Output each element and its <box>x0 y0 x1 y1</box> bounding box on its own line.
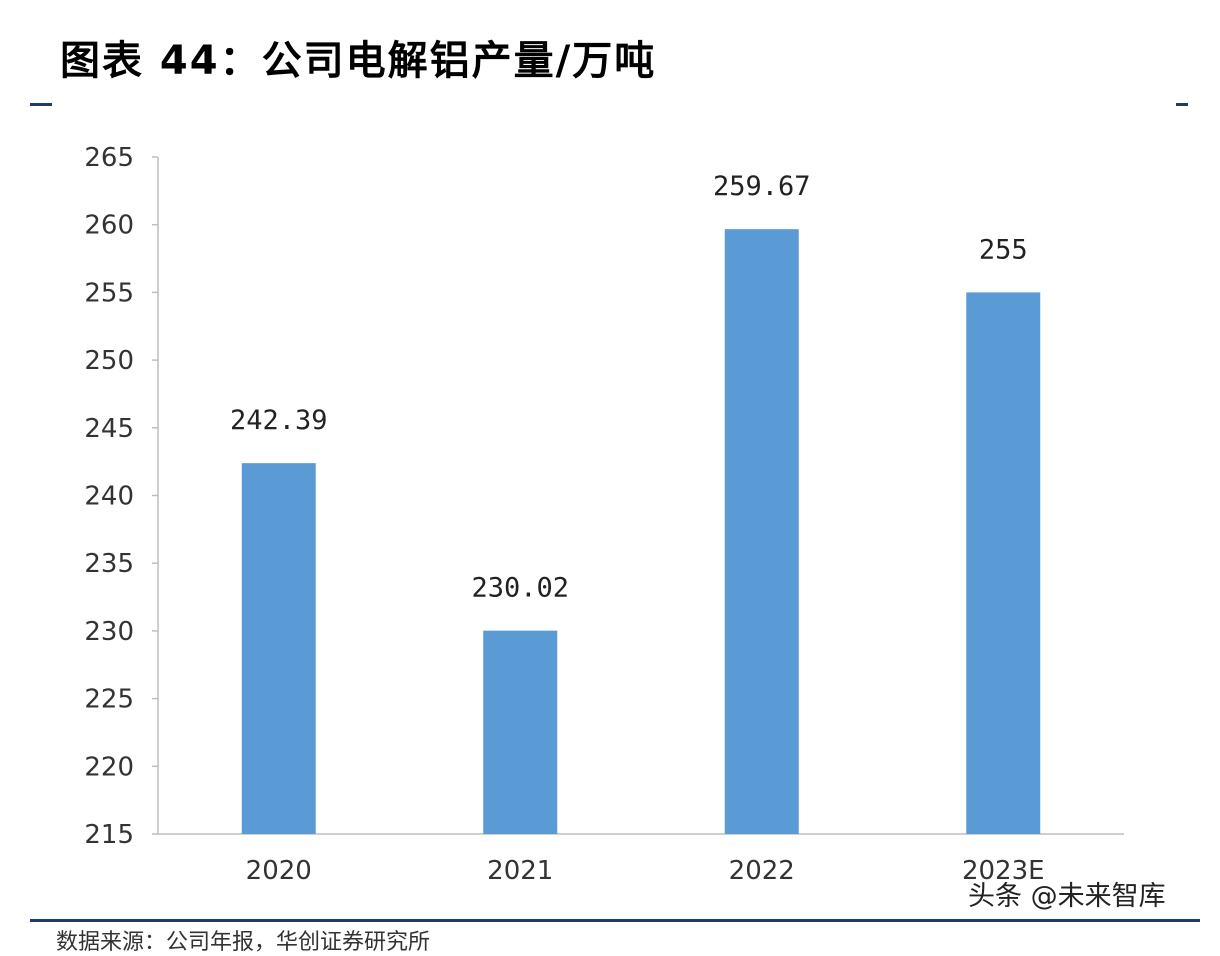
bar-2023E <box>966 292 1041 834</box>
data-label-2022: 259.67 <box>713 171 811 202</box>
y-tick-label: 220 <box>84 752 134 782</box>
y-tick-label: 255 <box>84 278 134 308</box>
x-tick-label-2020: 2020 <box>246 856 312 886</box>
header-rule-left <box>30 103 52 106</box>
y-tick-label: 235 <box>84 549 134 579</box>
bar-chart: 215 220 225 230 235 240 245 250 255 260 265 242.39 2… <box>84 143 1124 886</box>
data-label-2020: 242.39 <box>230 405 328 436</box>
y-tick-label: 240 <box>84 482 134 512</box>
watermark: 头条 @未来智库 <box>968 881 1166 912</box>
bar-2021 <box>483 630 558 834</box>
data-label-2021: 230.02 <box>471 573 569 604</box>
footer-rule <box>30 919 1200 922</box>
y-tick-label: 225 <box>84 685 134 715</box>
y-tick-label: 265 <box>84 143 134 173</box>
bar-2022 <box>724 229 799 834</box>
y-tick-label: 250 <box>84 346 134 376</box>
chart-title: 图表 44：公司电解铝产量/万吨 <box>60 38 657 84</box>
y-tick-label: 260 <box>84 211 134 241</box>
x-tick-label-2021: 2021 <box>487 856 553 886</box>
y-tick-label: 245 <box>84 414 134 444</box>
data-label-2023E: 255 <box>979 234 1028 265</box>
source-note: 数据来源：公司年报，华创证券研究所 <box>56 930 431 955</box>
x-tick-label-2023E: 2023E <box>962 856 1045 886</box>
header-rule-right <box>1176 103 1188 106</box>
bar-2020 <box>241 463 316 834</box>
x-tick-label-2022: 2022 <box>729 856 795 886</box>
y-tick-label: 230 <box>84 617 134 647</box>
y-tick-label: 215 <box>84 820 134 850</box>
